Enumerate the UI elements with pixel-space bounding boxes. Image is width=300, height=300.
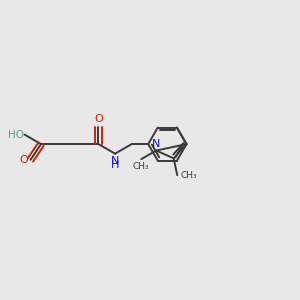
- Text: CH₃: CH₃: [133, 162, 150, 171]
- Text: H: H: [111, 160, 119, 170]
- Text: O: O: [20, 155, 28, 165]
- Text: HO: HO: [8, 130, 25, 140]
- Text: O: O: [94, 114, 103, 124]
- Text: N: N: [152, 139, 160, 149]
- Text: CH₃: CH₃: [180, 171, 197, 180]
- Text: N: N: [111, 156, 119, 166]
